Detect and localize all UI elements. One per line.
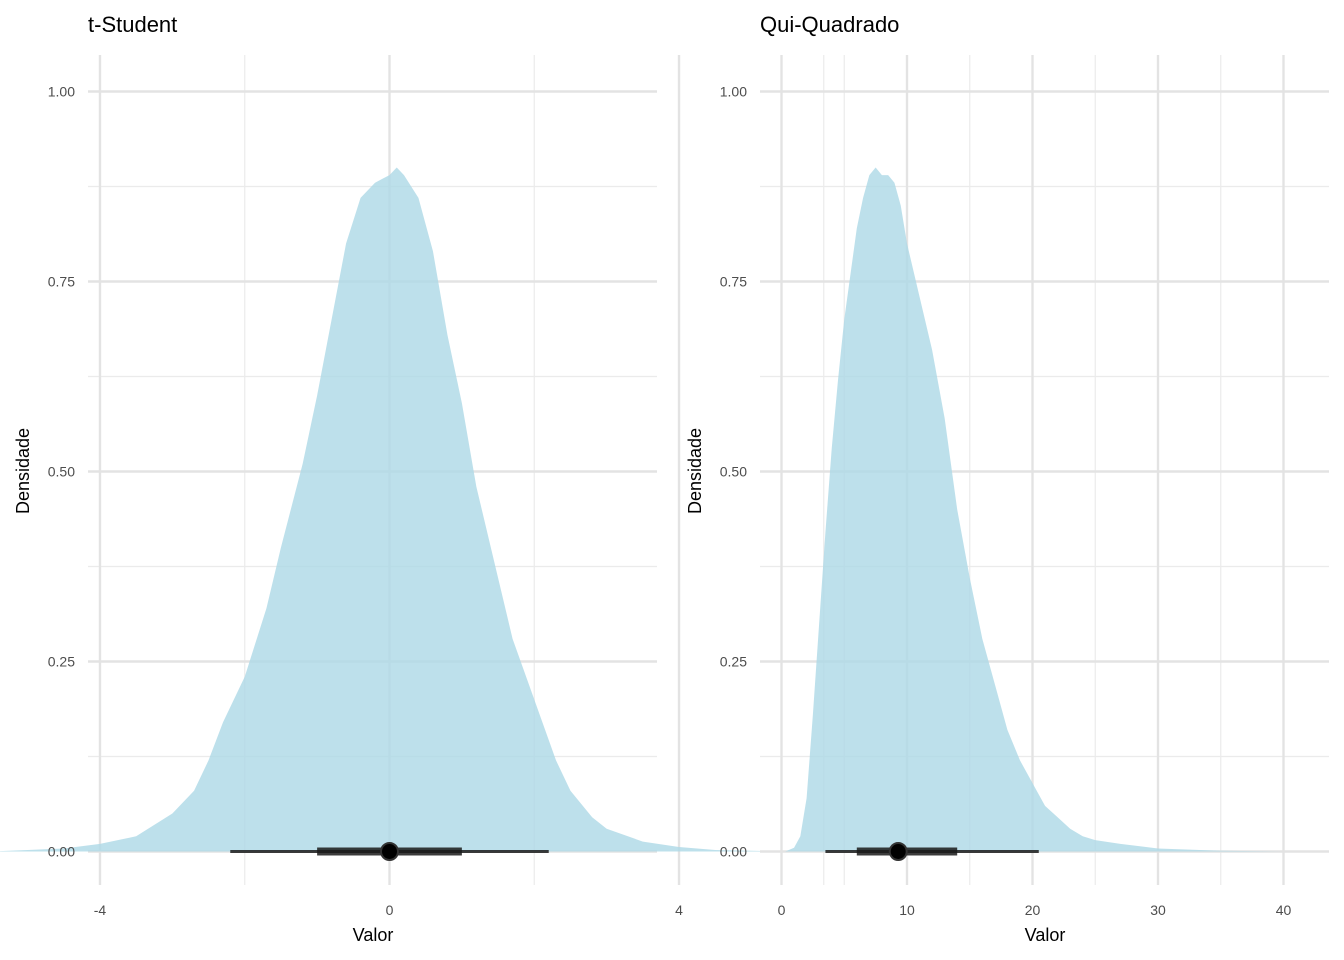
y-axis-label: Densidade	[685, 428, 705, 514]
panel-qui-quadrado: Qui-Quadrado Valor Densidade 0.00 0.25 0.5…	[685, 12, 1329, 945]
panel-t-student: t-Student Valor Densidade 0.000.250.500.…	[0, 12, 825, 945]
x-axis-label: Valor	[1025, 925, 1066, 945]
point-estimate	[380, 842, 399, 861]
y-tick-label: 0.50	[48, 464, 75, 480]
x-tick-label: -4	[94, 902, 107, 918]
y-tick-label: 0.75	[720, 274, 747, 290]
y-tick-label: 0.50	[720, 464, 747, 480]
y-tick-label: 1.00	[48, 84, 75, 100]
density-marks	[0, 167, 788, 861]
y-tick-label: 0.25	[720, 654, 747, 670]
x-tick-label: 20	[1025, 902, 1041, 918]
chart-title: Qui-Quadrado	[760, 12, 899, 37]
y-axis-label: Densidade	[13, 428, 33, 514]
x-tick-label: 0	[778, 902, 786, 918]
y-tick-label: 0.00	[720, 844, 747, 860]
x-tick-label: 30	[1150, 902, 1166, 918]
x-tick-labels: -8-404	[94, 902, 683, 918]
chart-title: t-Student	[88, 12, 177, 37]
x-tick-label: 40	[1276, 902, 1292, 918]
x-axis-label: Valor	[353, 925, 394, 945]
y-tick-label: 1.00	[720, 84, 747, 100]
x-tick-label: 10	[899, 902, 915, 918]
density-area	[785, 167, 1284, 852]
x-tick-label: 0	[386, 902, 394, 918]
y-tick-label: 0.00	[48, 844, 75, 860]
y-tick-labels: 0.00 0.25 0.50 0.75 1.00	[48, 84, 75, 860]
y-tick-labels: 0.00 0.25 0.50 0.75 1.00	[720, 84, 747, 860]
y-tick-label: 0.25	[48, 654, 75, 670]
y-tick-label: 0.75	[48, 274, 75, 290]
x-tick-labels: 0 10 20 30 40	[778, 902, 1292, 918]
point-estimate	[888, 842, 908, 861]
density-area	[0, 167, 788, 852]
x-tick-label: 4	[675, 902, 683, 918]
density-marks	[785, 167, 1284, 861]
